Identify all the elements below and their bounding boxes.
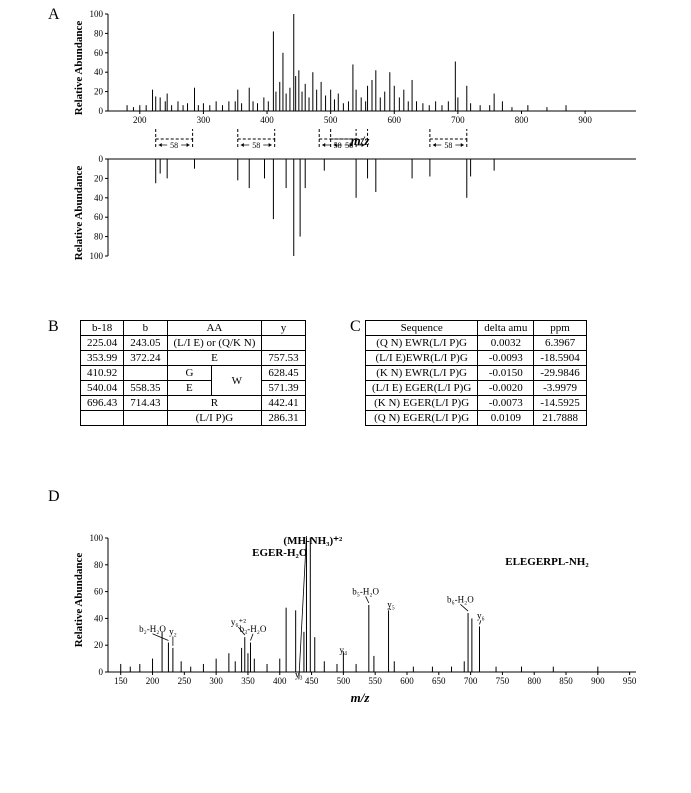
panel-d: Relative Abundance 020406080100150200250…: [80, 510, 640, 690]
table-row: (L/I E)EWR(L/I P)G-0.0093-18.5904: [366, 351, 587, 366]
table-row: (K N) EWR(L/I P)G-0.0150-29.9846: [366, 366, 587, 381]
panel-b-label: B: [48, 318, 59, 336]
svg-text:150: 150: [114, 676, 128, 686]
svg-text:20: 20: [94, 87, 104, 97]
panel-a-label: A: [48, 6, 60, 24]
table-row: (L/I P)G286.31: [81, 411, 306, 426]
table-row: (Q N) EWR(L/I P)G0.00326.3967: [366, 336, 587, 351]
table-row: 410.92GW628.45: [81, 366, 306, 381]
svg-text:58: 58: [444, 141, 452, 150]
table-row: 696.43714.43R442.41: [81, 396, 306, 411]
svg-text:ELEGERPL-NH₂: ELEGERPL-NH₂: [505, 556, 589, 568]
svg-text:200: 200: [146, 676, 160, 686]
svg-text:200: 200: [133, 115, 147, 125]
svg-text:600: 600: [400, 676, 414, 686]
svg-text:650: 650: [432, 676, 446, 686]
svg-text:350: 350: [241, 676, 255, 686]
svg-text:y₄: y₄: [340, 645, 348, 655]
svg-text:40: 40: [94, 193, 104, 203]
panel-d-ylabel: Relative Abundance: [73, 553, 85, 647]
table-row: (L/I E) EGER(L/I P)G-0.0020-3.9979: [366, 381, 587, 396]
table-b-header: b-18: [81, 321, 124, 336]
panel-d-svg: 0 20 40 60 80 100 150 200 250 300 350 400 450 500 550 6…: [80, 510, 640, 690]
svg-text:850: 850: [559, 676, 573, 686]
table-c-header: delta amu: [478, 321, 534, 336]
svg-text:600: 600: [388, 115, 402, 125]
svg-text:y₂: y₂: [169, 626, 177, 636]
svg-text:300: 300: [209, 676, 223, 686]
table-row: 353.99372.24E757.53: [81, 351, 306, 366]
panel-d-label: D: [48, 488, 60, 506]
svg-text:60: 60: [94, 212, 104, 222]
svg-text:0: 0: [99, 155, 104, 164]
svg-text:700: 700: [451, 115, 465, 125]
panel-a-top-ylabel: Relative Abundance: [73, 20, 85, 114]
table-row: (Q N) EGER(L/I P)G0.010921.7888: [366, 411, 587, 426]
svg-text:100: 100: [90, 10, 104, 19]
svg-text:300: 300: [197, 115, 211, 125]
panel-a-bottom-ylabel: Relative Abundance: [73, 165, 85, 259]
table-row: (K N) EGER(L/I P)G-0.0073-14.5925: [366, 396, 587, 411]
svg-text:80: 80: [94, 232, 104, 242]
table-b-header: y: [262, 321, 305, 336]
panel-a-bottom-chart: Relative Abundance 020406080100 m/z: [80, 155, 640, 270]
svg-text:40: 40: [94, 67, 104, 77]
svg-text:500: 500: [324, 115, 338, 125]
svg-text:900: 900: [591, 676, 605, 686]
svg-text:400: 400: [273, 676, 287, 686]
svg-text:900: 900: [578, 115, 592, 125]
svg-text:20: 20: [94, 173, 104, 183]
svg-text:700: 700: [464, 676, 478, 686]
svg-text:y₅: y₅: [387, 600, 395, 610]
panel-d-xlabel: m/z: [351, 690, 370, 706]
svg-text:950: 950: [623, 676, 637, 686]
table-b: b-18bAAy225.04243.05(L/I E) or (Q/K N)35…: [80, 320, 306, 426]
svg-text:b₂-H₂O: b₂-H₂O: [139, 624, 166, 634]
svg-text:450: 450: [305, 676, 319, 686]
table-b-header: AA: [167, 321, 262, 336]
svg-text:b₅-H₂O: b₅-H₂O: [352, 586, 379, 596]
table-c-header: Sequence: [366, 321, 478, 336]
svg-text:y₆: y₆: [477, 610, 485, 620]
svg-text:(MH-NH₃)⁺²: (MH-NH₃)⁺²: [283, 535, 343, 547]
table-c-header: ppm: [534, 321, 586, 336]
svg-text:80: 80: [94, 560, 104, 570]
svg-text:250: 250: [178, 676, 192, 686]
table-row: 225.04243.05(L/I E) or (Q/K N): [81, 336, 306, 351]
svg-text:y₃: y₃: [295, 669, 303, 679]
panel-a-xlabel: m/z: [351, 133, 370, 149]
svg-text:80: 80: [94, 28, 104, 38]
svg-text:60: 60: [94, 48, 104, 58]
svg-text:100: 100: [90, 251, 104, 261]
table-row: 540.04558.35E571.39: [81, 381, 306, 396]
svg-text:400: 400: [260, 115, 274, 125]
svg-text:500: 500: [337, 676, 351, 686]
svg-text:800: 800: [515, 115, 529, 125]
svg-text:20: 20: [94, 640, 104, 650]
panel-c-label: C: [350, 318, 361, 336]
svg-text:b₃-H₂O: b₃-H₂O: [240, 624, 267, 634]
panel-a-top-svg: 0 20 40 60 80 100 200 300 400 500 600 700 800 900: [80, 10, 640, 125]
svg-text:0: 0: [99, 667, 104, 677]
svg-text:800: 800: [527, 676, 541, 686]
svg-text:b₆-H₂O: b₆-H₂O: [447, 594, 474, 604]
svg-text:0: 0: [99, 106, 104, 116]
svg-text:100: 100: [90, 533, 104, 543]
panel-a-top-chart: Relative Abundance 020406080100200300400…: [80, 10, 640, 125]
panel-a-bottom-svg: 0 20 40 60 80 100: [80, 155, 640, 270]
table-c: Sequencedelta amuppm(Q N) EWR(L/I P)G0.0…: [365, 320, 587, 426]
svg-text:750: 750: [496, 676, 510, 686]
svg-text:550: 550: [368, 676, 382, 686]
svg-text:40: 40: [94, 613, 104, 623]
svg-text:58: 58: [252, 141, 260, 150]
svg-text:58: 58: [170, 141, 178, 150]
svg-text:EGER-H₂O: EGER-H₂O: [252, 547, 308, 559]
panel-a: Relative Abundance 020406080100200300400…: [80, 10, 640, 270]
svg-text:60: 60: [94, 587, 104, 597]
table-b-header: b: [124, 321, 167, 336]
